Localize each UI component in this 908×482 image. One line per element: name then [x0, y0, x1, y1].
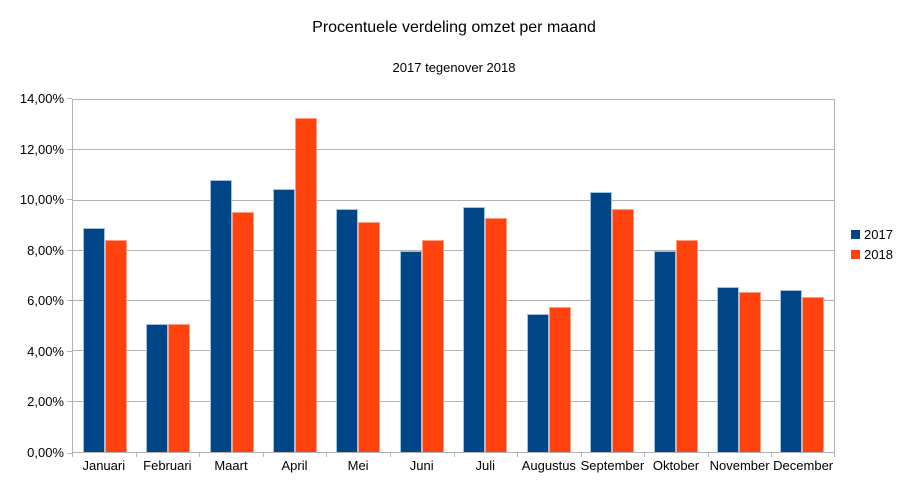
x-tick-label-september: September [580, 458, 645, 473]
bar-2017-mei [336, 209, 359, 452]
y-tick-label-14: 14,00% [19, 91, 64, 106]
bar-2017-november [716, 287, 739, 452]
gridline-12 [73, 149, 834, 151]
bar-2018-september [612, 209, 635, 452]
x-axis-tick-2 [199, 452, 201, 457]
x-tick-label-mei: Mei [347, 458, 369, 473]
x-tick-label-april: April [281, 458, 308, 473]
y-axis-tick-6 [67, 300, 72, 302]
bar-2018-maart [231, 211, 254, 452]
bar-group-januari [73, 100, 136, 452]
bar-group-april [263, 100, 326, 452]
chart-subtitle: 2017 tegenover 2018 [392, 60, 516, 75]
y-axis-tick-2 [67, 401, 72, 403]
x-axis-tick-7 [517, 452, 519, 457]
gridline-6 [73, 300, 834, 302]
legend-swatch-icon-2017 [851, 230, 860, 239]
x-tick-label-december: December [773, 458, 834, 473]
gridline-8 [73, 249, 834, 251]
y-axis-labels: 0,00% 2,00% 4,00% 6,00% 8,00% 10,00% 12,00% 14,… [0, 91, 64, 460]
bar-group-mei [327, 100, 390, 452]
bar-group-september [580, 100, 643, 452]
x-tick-label-juni: Juni [409, 458, 434, 473]
x-tick-label-juli: Juli [475, 458, 496, 473]
bar-group-augustus [517, 100, 580, 452]
bar-2017-december [780, 289, 803, 452]
bar-2017-februari [146, 323, 169, 452]
bar-2018-februari [168, 323, 191, 452]
bar-2018-juli [485, 218, 508, 452]
y-tick-label-12: 12,00% [19, 141, 64, 157]
plot-area [72, 99, 835, 453]
bar-group-juni [390, 100, 453, 452]
bar-group-december [771, 100, 834, 452]
x-axis-ticks [72, 452, 835, 457]
x-axis-tick-1 [135, 452, 137, 457]
y-axis-tick-14 [67, 98, 72, 99]
y-axis-tick-10 [67, 199, 72, 201]
x-axis-labels: Januari Februari Maart April Mei Juni Juli Augu… [72, 458, 835, 474]
bar-2017-september [590, 191, 613, 452]
legend-label-2018: 2018 [864, 247, 893, 262]
bar-2018-oktober [675, 239, 698, 452]
y-axis-tick-12 [67, 148, 72, 150]
y-tick-label-10: 10,00% [19, 192, 64, 208]
y-axis-ticks [67, 98, 72, 454]
bar-group-oktober [644, 100, 707, 452]
bar-2018-mei [358, 221, 381, 452]
bar-2018-juni [421, 239, 444, 452]
gridline-2 [73, 400, 834, 402]
bar-2018-augustus [548, 307, 571, 452]
y-tick-label-4: 4,00% [27, 343, 64, 359]
bar-2018-januari [104, 239, 127, 452]
y-axis-tick-8 [67, 249, 72, 251]
y-axis-tick-0 [67, 453, 72, 454]
legend-item-2017: 2017 [851, 227, 893, 242]
chart-title: Procentuele verdeling omzet per maand [312, 19, 596, 36]
legend: 2017 2018 [851, 227, 893, 262]
legend-swatch-icon-2018 [851, 250, 860, 259]
bar-2017-januari [82, 228, 105, 452]
x-tick-label-februari: Februari [143, 458, 192, 473]
bar-group-november [707, 100, 770, 452]
x-tick-label-november: November [709, 458, 770, 473]
bar-2017-juli [463, 206, 486, 452]
x-tick-label-oktober: Oktober [652, 458, 700, 473]
x-axis-tick-12 [834, 452, 835, 457]
y-axis-tick-4 [67, 350, 72, 352]
legend-item-2018: 2018 [851, 247, 893, 262]
bar-2017-maart [209, 180, 232, 452]
x-tick-label-augustus: Augustus [521, 458, 576, 473]
x-axis-tick-0 [72, 452, 73, 457]
x-axis-tick-8 [580, 452, 582, 457]
bar-2017-augustus [526, 313, 549, 452]
x-tick-label-januari: Januari [82, 458, 126, 473]
y-tick-label-2: 2,00% [27, 394, 64, 410]
bar-group-maart [200, 100, 263, 452]
x-tick-label-maart: Maart [214, 458, 248, 473]
bar-2018-november [738, 292, 761, 452]
gridline-4 [73, 350, 834, 352]
bar-2018-april [294, 117, 317, 452]
bar-2017-april [272, 189, 295, 452]
y-tick-label-6: 6,00% [27, 293, 64, 309]
bar-2017-juni [399, 250, 422, 452]
legend-label-2017: 2017 [864, 227, 893, 242]
x-axis-tick-11 [771, 452, 773, 457]
x-axis-tick-9 [644, 452, 646, 457]
x-axis-tick-5 [389, 452, 391, 457]
x-axis-tick-6 [453, 452, 455, 457]
y-tick-label-0: 0,00% [27, 445, 64, 460]
x-axis-tick-4 [326, 452, 328, 457]
x-axis-tick-10 [707, 452, 709, 457]
gridline-10 [73, 199, 834, 201]
bar-2018-december [802, 297, 825, 452]
x-axis-tick-3 [262, 452, 264, 457]
bar-group-juli [454, 100, 517, 452]
y-tick-label-8: 8,00% [27, 242, 64, 258]
bar-group-februari [136, 100, 199, 452]
bar-2017-oktober [653, 250, 676, 452]
